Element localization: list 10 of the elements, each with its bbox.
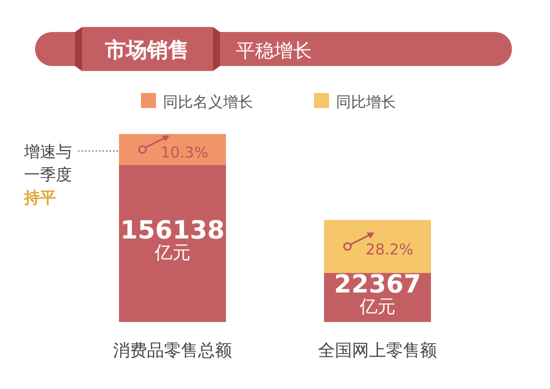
category-label: 消费品零售总额 (113, 341, 232, 361)
legend-label: 同比增长 (336, 93, 396, 111)
category-label: 全国网上零售额 (318, 341, 437, 361)
data-label: 28.2% (366, 240, 414, 258)
data-label: 10.3% (160, 144, 208, 162)
legend-label: 同比名义增长 (163, 93, 253, 111)
annotations: 增速与一季度 持平 (24, 142, 118, 207)
title: 市场销售 平稳增长 (35, 27, 512, 71)
data-label: 22367 亿元 (334, 270, 421, 318)
data-label: 156138 亿元 (120, 216, 225, 264)
